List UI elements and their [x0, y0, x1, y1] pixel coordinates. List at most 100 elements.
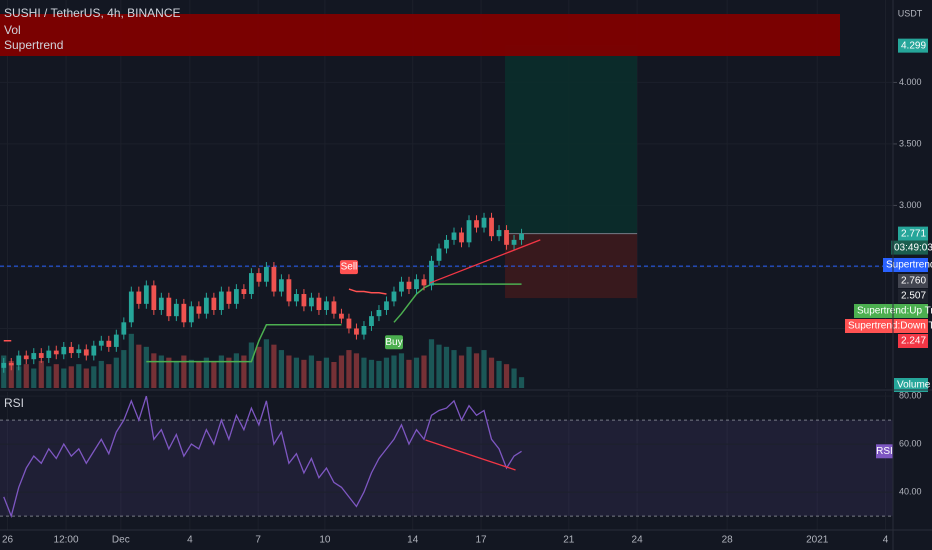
scale-tag-label: 2.760 — [901, 276, 926, 287]
volume-bar — [263, 339, 269, 388]
scale-tag-label: 2.771 — [901, 228, 926, 239]
scale-tag-label: Supertrend — [886, 260, 932, 271]
candle-body — [301, 294, 307, 307]
scale-tag — [894, 378, 928, 392]
candle-body — [128, 291, 134, 323]
scale-tag — [845, 319, 928, 333]
x-tick-label: 4 — [883, 535, 889, 546]
x-tick-label: 10 — [319, 535, 331, 546]
candle-body — [23, 355, 29, 360]
candle-body — [151, 285, 157, 311]
volume-bar — [143, 346, 149, 388]
volume-bar — [53, 364, 59, 388]
candle-body — [436, 248, 442, 261]
candle-body — [354, 328, 359, 335]
scale-tag-label: 2.247 — [901, 336, 926, 347]
y-tick-label: 3.500 — [899, 138, 922, 148]
x-tick-label: 17 — [475, 535, 487, 546]
volume-bar — [413, 357, 420, 388]
candle-body — [369, 316, 374, 326]
x-tick-label: Dec — [112, 535, 130, 546]
scale-tag-label: 2.507 — [901, 291, 926, 302]
candle-body — [271, 266, 277, 292]
candle-body — [331, 301, 337, 314]
candle-body — [474, 220, 479, 228]
volume-bar — [61, 368, 67, 388]
candle-body — [166, 297, 172, 317]
candle-body — [241, 289, 247, 295]
supertrend-line — [146, 283, 522, 363]
volume-bar — [353, 353, 360, 388]
axis-unit: USDT — [898, 8, 923, 18]
candle-body — [256, 273, 262, 282]
volume-bar — [503, 364, 510, 388]
volume-bar — [301, 359, 307, 388]
volume-bar — [458, 355, 465, 388]
candle-body — [31, 353, 37, 360]
candle-body — [188, 306, 194, 323]
volume-bar — [91, 366, 97, 388]
candle-body — [53, 350, 59, 355]
candle-body — [399, 281, 404, 292]
volume-bar — [376, 360, 382, 388]
candle-body — [466, 220, 472, 243]
candle-body — [316, 297, 322, 311]
rsi-tag — [876, 444, 893, 459]
signal-label: Sell — [341, 262, 358, 273]
volume-bar — [421, 355, 427, 388]
volume-bar — [203, 357, 209, 388]
volume-bar — [451, 350, 457, 388]
candle-body — [263, 266, 269, 282]
volume-bar — [121, 350, 127, 388]
x-tick-label: 26 — [2, 535, 14, 546]
candle-body — [459, 232, 464, 243]
volume-bar — [166, 357, 172, 388]
candle-body — [196, 306, 202, 314]
volume-bar — [323, 357, 330, 388]
candle-body — [68, 346, 74, 354]
volume-bar — [511, 368, 517, 388]
candle-body — [339, 313, 344, 319]
candle-body — [519, 233, 524, 240]
candle-body — [391, 291, 397, 302]
x-tick-label: 24 — [632, 535, 644, 546]
candle-body — [384, 301, 389, 311]
rsi-tag-label: RSI — [876, 446, 893, 457]
scale-tag — [898, 38, 928, 53]
volume-bar — [83, 368, 89, 388]
candle-body — [91, 345, 97, 356]
volume-bar — [256, 346, 262, 388]
volume-bar — [76, 364, 82, 388]
candle-body — [158, 297, 164, 311]
candle-body — [106, 340, 112, 347]
scale-tag — [854, 304, 928, 318]
volume-bar — [398, 353, 405, 388]
x-tick-label: 14 — [407, 535, 419, 546]
volume-bar — [8, 360, 14, 388]
candle-body — [203, 297, 209, 314]
x-tick-label: 4 — [187, 535, 193, 546]
volume-bar — [31, 368, 37, 388]
candle-body — [481, 217, 487, 228]
volume-bar — [331, 362, 337, 388]
volume-bar — [68, 366, 74, 388]
signal-tag — [339, 260, 358, 275]
signal-tag — [384, 335, 403, 350]
candle-body — [61, 346, 67, 355]
volume-bar — [46, 366, 52, 388]
chart-title: SUSHI / TetherUS, 4h, BINANCE — [4, 6, 181, 20]
volume-bar — [286, 355, 292, 388]
candle-body — [496, 230, 502, 237]
volume-bar — [391, 355, 397, 388]
volume-bar — [241, 355, 247, 388]
candle-body — [38, 353, 44, 358]
volume-bar — [496, 360, 502, 388]
volume-bar — [106, 364, 112, 388]
scale-tag — [898, 289, 928, 303]
volume-bar — [151, 353, 157, 388]
volume-bar — [443, 346, 450, 388]
candle-body — [489, 217, 494, 237]
volume-bar — [406, 359, 412, 388]
